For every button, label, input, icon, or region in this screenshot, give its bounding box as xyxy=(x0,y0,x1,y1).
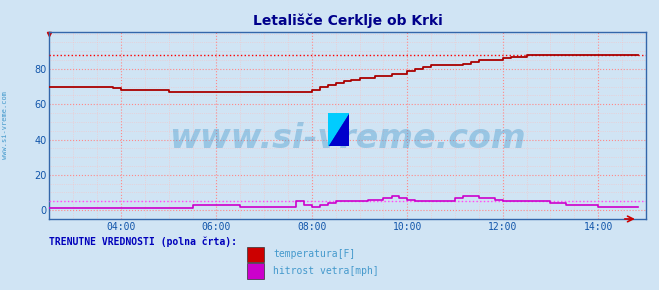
Text: hitrost vetra[mph]: hitrost vetra[mph] xyxy=(273,266,379,276)
Title: Letališče Cerklje ob Krki: Letališče Cerklje ob Krki xyxy=(253,13,442,28)
Text: www.si-vreme.com: www.si-vreme.com xyxy=(2,91,9,159)
Polygon shape xyxy=(328,113,349,146)
Text: www.si-vreme.com: www.si-vreme.com xyxy=(169,122,526,155)
Text: temperatura[F]: temperatura[F] xyxy=(273,249,356,260)
Polygon shape xyxy=(328,113,349,146)
Text: TRENUTNE VREDNOSTI (polna črta):: TRENUTNE VREDNOSTI (polna črta): xyxy=(49,237,237,247)
